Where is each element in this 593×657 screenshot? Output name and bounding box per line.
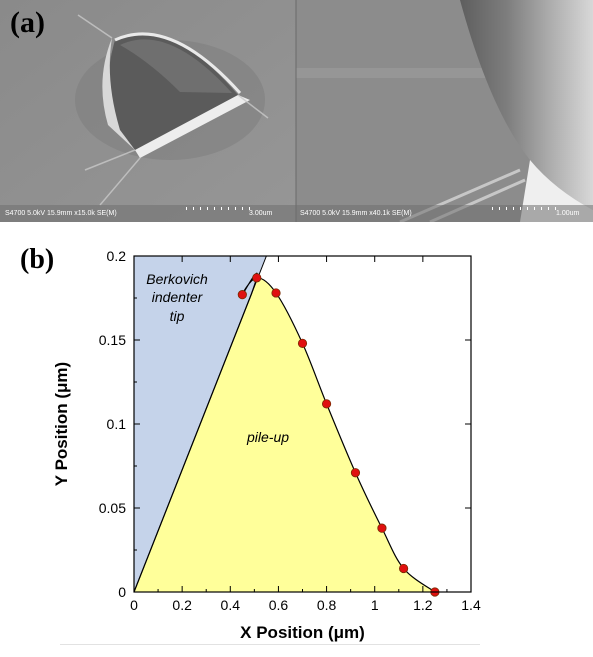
panel-b-label: (b): [20, 244, 55, 275]
sem-left-scalebar: [186, 207, 256, 210]
x-axis-label: X Position (μm): [240, 623, 365, 642]
data-point: [377, 523, 387, 533]
x-tick-label: 0.8: [317, 597, 337, 613]
x-tick-label: 0: [130, 597, 138, 613]
sem-right-scalebar: [492, 207, 562, 210]
x-tick-label: 1: [371, 597, 379, 613]
y-tick-label: 0: [118, 584, 126, 600]
x-tick-label: 0.2: [172, 597, 192, 613]
sem-images: [0, 0, 593, 222]
data-point: [237, 290, 247, 300]
data-point: [350, 468, 361, 478]
indenter-label-line1: Berkovich: [146, 271, 208, 287]
indent-pileup-rim: [135, 95, 250, 158]
sem-left-scale: 3.00um: [249, 210, 273, 217]
panel-a-label: (a): [10, 6, 45, 39]
sem-micrograph-panel: (a) S4700 5.0kV 15.9mm x15.0k SE(M) 3.00…: [0, 0, 593, 222]
sem-right-scale: 1.00um: [556, 210, 580, 217]
pileup-region: [134, 273, 435, 592]
data-point: [321, 399, 332, 409]
data-point: [252, 273, 262, 283]
y-axis-label: Y Position (μm): [52, 362, 71, 486]
sem-right-info: S4700 5.0kV 15.9mm x40.1k SE(M): [300, 210, 412, 217]
pileup-plot: 0 0.2 0.4 0.6 0.8 1 1.2 1.4 0 0.05 0.1 0.15 0.2 Berk…: [52, 248, 481, 642]
pileup-label: pile-up: [246, 429, 289, 445]
sem-left-info: S4700 5.0kV 15.9mm x15.0k SE(M): [5, 210, 117, 217]
x-tick-label: 0.6: [269, 597, 289, 613]
data-point: [271, 288, 281, 298]
pileup-profile-chart: (b) 0 0.2 0.4 0.6 0.8 1 1.2 1.4 0 0.05 0.1 0.15 0.2 …: [0, 222, 593, 652]
x-tick-label: 1.4: [461, 597, 481, 613]
data-point: [398, 563, 409, 574]
y-tick-label: 0.2: [107, 248, 127, 264]
data-point: [297, 338, 308, 348]
y-tick-label: 0.05: [99, 500, 126, 516]
y-tick-label: 0.1: [107, 416, 127, 432]
indenter-label-line2: indenter: [152, 289, 204, 305]
x-tick-label: 1.2: [413, 597, 433, 613]
indenter-side-view: [460, 0, 593, 210]
indent-cavity: [108, 34, 238, 150]
indenter-edge-line: [133, 255, 267, 593]
x-tick-label: 0.4: [221, 597, 241, 613]
bottom-divider: [60, 644, 480, 645]
indenter-label-line3: tip: [170, 308, 185, 324]
y-tick-label: 0.15: [99, 332, 126, 348]
